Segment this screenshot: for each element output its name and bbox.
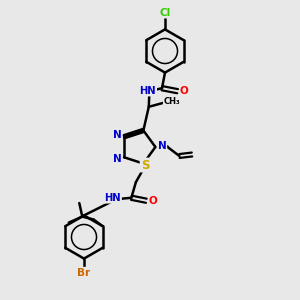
Text: Br: Br [77,268,91,278]
Text: HN: HN [140,85,156,96]
Text: Cl: Cl [159,8,171,18]
Text: N: N [113,130,122,140]
Text: O: O [148,196,158,206]
Text: S: S [141,158,149,172]
Text: CH₃: CH₃ [164,97,180,106]
Text: N: N [158,140,166,151]
Text: HN: HN [104,193,121,203]
Text: N: N [113,154,122,164]
Text: O: O [180,86,189,96]
